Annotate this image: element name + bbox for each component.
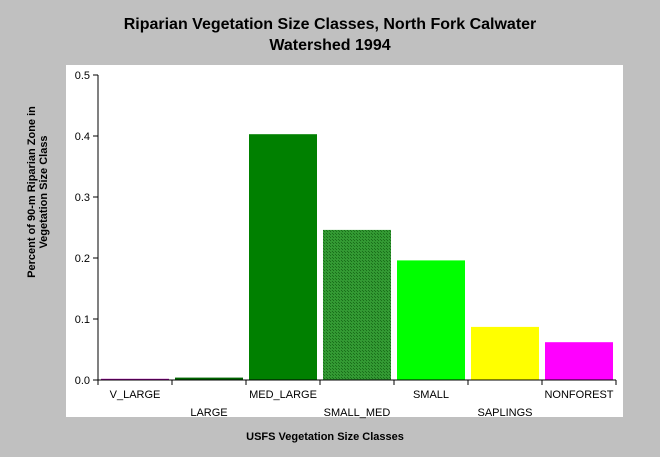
y-tick-label: 0.5 [75,70,90,82]
bar-small-med [323,229,391,380]
bars [101,134,613,380]
y-tick-label: 0.2 [75,253,90,265]
bar-nonforest [545,342,613,380]
bar-saplings [471,326,539,380]
bar-med-large [249,134,317,380]
bar-small [397,260,465,380]
x-tick-label: LARGE [190,407,227,419]
bar-v-large [101,378,169,380]
x-axis: V_LARGE LARGE MED_LARGE SMALL_MED SMALL SAPLI… [97,379,617,419]
y-axis-label-line2: Vegetation Size Class [38,135,50,248]
x-tick-label: MED_LARGE [249,389,317,401]
x-tick-label: SMALL_MED [324,407,391,419]
x-tick-label: SAPLINGS [477,407,532,419]
x-axis-label: USFS Vegetation Size Classes [246,431,404,443]
y-tick-label: 0.4 [75,131,90,143]
chart-title-line1: Riparian Vegetation Size Classes, North … [124,16,537,33]
y-axis-label-line1: Percent of 90-m Riparian Zone in [26,106,38,278]
x-tick-label: V_LARGE [110,389,161,401]
y-tick-label: 0.1 [75,314,90,326]
y-tick-label: 0.0 [75,375,90,387]
y-axis: 0.0 0.1 0.2 0.3 0.4 0.5 [75,70,99,387]
x-tick-label: SMALL [413,389,449,401]
chart-title-line2: Watershed 1994 [269,37,390,54]
bar-large [175,377,243,380]
x-tick-label: NONFOREST [544,389,613,401]
y-tick-label: 0.3 [75,192,90,204]
